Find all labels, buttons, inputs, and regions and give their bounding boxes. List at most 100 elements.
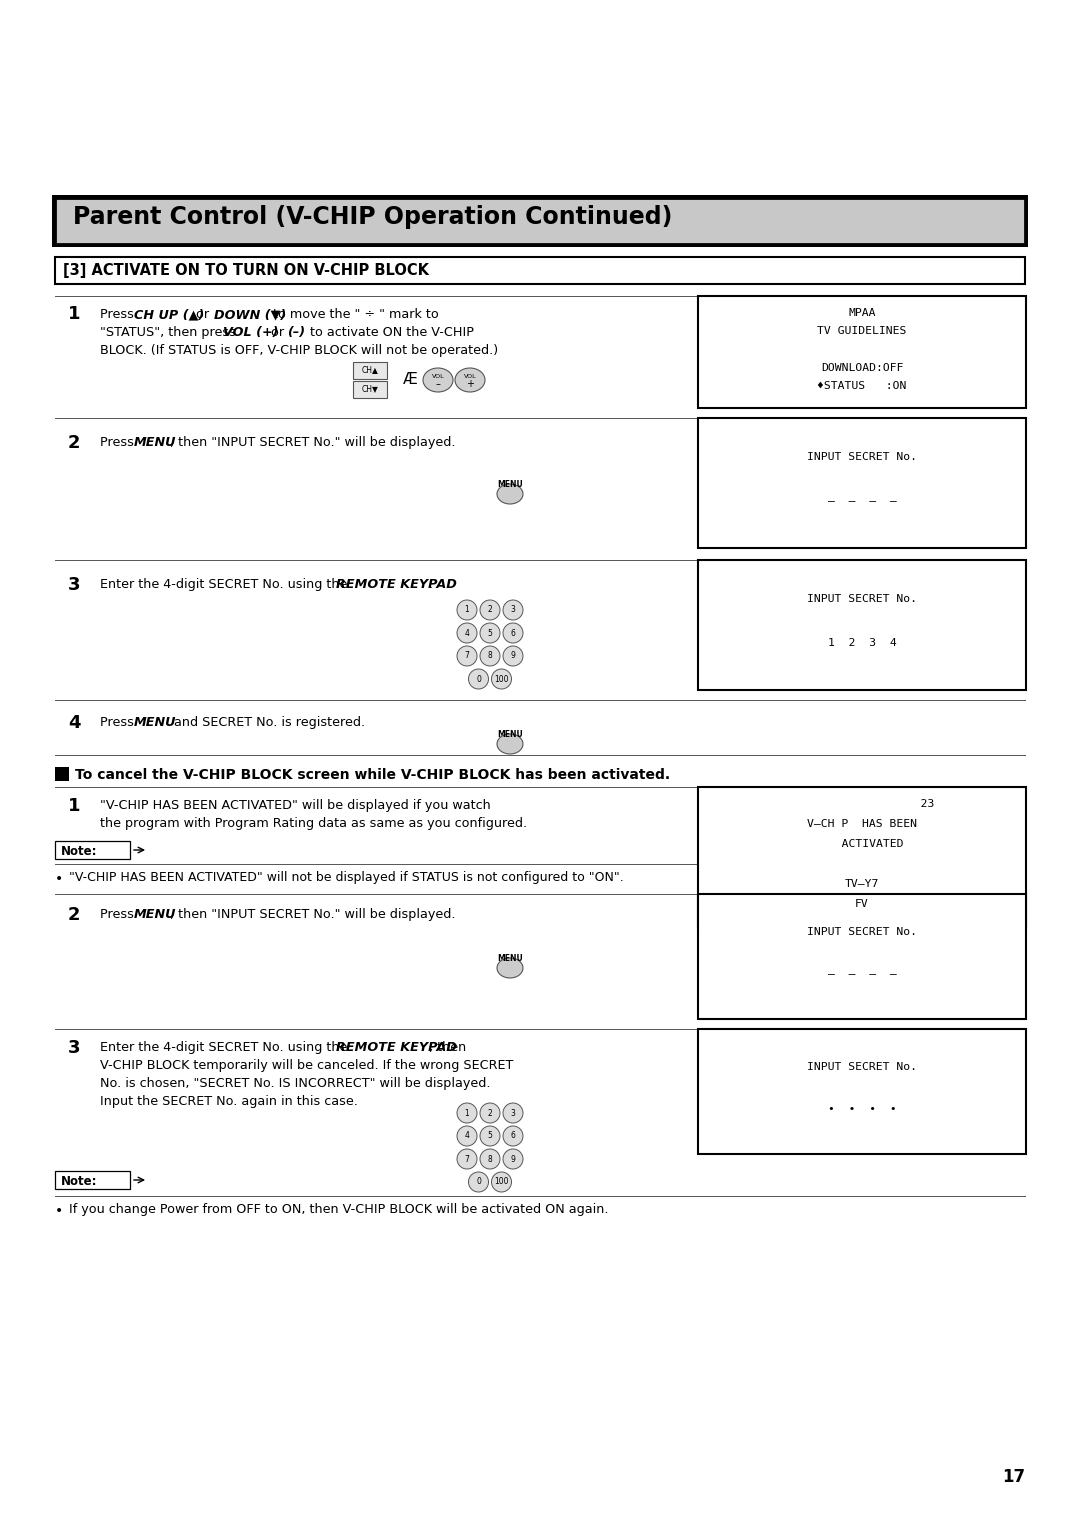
Text: 3: 3	[511, 1108, 515, 1117]
Text: 1: 1	[464, 605, 470, 614]
Text: DOWNLOAD:OFF: DOWNLOAD:OFF	[821, 364, 903, 373]
Text: Press: Press	[100, 908, 138, 921]
Text: VOL: VOL	[463, 373, 476, 379]
Text: Note:: Note:	[60, 1175, 97, 1187]
Circle shape	[480, 1149, 500, 1169]
Text: "V-CHIP HAS BEEN ACTIVATED" will be displayed if you watch: "V-CHIP HAS BEEN ACTIVATED" will be disp…	[100, 799, 490, 811]
Text: 23: 23	[789, 799, 934, 808]
Bar	[55, 767, 69, 781]
Bar	[55, 257, 1025, 284]
Bar	[55, 199, 1025, 244]
Text: Enter the 4-digit SECRET No. using the: Enter the 4-digit SECRET No. using the	[100, 1041, 351, 1054]
Text: 2: 2	[488, 1108, 492, 1117]
Text: and SECRET No. is registered.: and SECRET No. is registered.	[170, 717, 365, 729]
Circle shape	[503, 623, 523, 643]
Text: "V-CHIP HAS BEEN ACTIVATED" will not be displayed if STATUS is not configured to: "V-CHIP HAS BEEN ACTIVATED" will not be …	[69, 871, 624, 885]
Bar	[353, 362, 387, 379]
Ellipse shape	[455, 368, 485, 393]
Text: 8: 8	[488, 1155, 492, 1163]
Text: 6: 6	[511, 628, 515, 637]
Bar	[55, 1170, 130, 1189]
Text: 9: 9	[511, 651, 515, 660]
Text: 100: 100	[495, 1178, 509, 1187]
Bar	[698, 894, 1026, 1019]
Text: Æ: Æ	[403, 373, 418, 388]
Text: Press: Press	[100, 435, 138, 449]
Circle shape	[480, 601, 500, 620]
Text: VOL: VOL	[432, 373, 444, 379]
Text: MENU: MENU	[497, 480, 523, 489]
Text: 7: 7	[464, 1155, 470, 1163]
Bar	[55, 840, 130, 859]
Text: Parent Control (V-CHIP Operation Continued): Parent Control (V-CHIP Operation Continu…	[73, 205, 673, 229]
Text: MENU: MENU	[134, 717, 176, 729]
Bar	[353, 380, 387, 397]
Text: INPUT SECRET No.: INPUT SECRET No.	[807, 594, 917, 604]
Text: ♦STATUS   :ON: ♦STATUS :ON	[818, 382, 907, 391]
Circle shape	[503, 1126, 523, 1146]
Text: 4: 4	[464, 628, 470, 637]
Text: To cancel the V-CHIP BLOCK screen while V-CHIP BLOCK has been activated.: To cancel the V-CHIP BLOCK screen while …	[75, 769, 670, 782]
Text: 7: 7	[464, 651, 470, 660]
Text: CH▼: CH▼	[362, 385, 378, 394]
Text: Press: Press	[100, 717, 138, 729]
Circle shape	[480, 623, 500, 643]
Text: V-CHIP BLOCK temporarily will be canceled. If the wrong SECRET: V-CHIP BLOCK temporarily will be cancele…	[100, 1059, 513, 1073]
Text: Input the SECRET No. again in this case.: Input the SECRET No. again in this case.	[100, 1096, 357, 1108]
Text: MENU: MENU	[134, 908, 176, 921]
Text: CH▲: CH▲	[362, 365, 378, 374]
Text: INPUT SECRET No.: INPUT SECRET No.	[807, 927, 917, 937]
Bar	[698, 559, 1026, 691]
Text: Note:: Note:	[60, 845, 97, 859]
Text: 2: 2	[488, 605, 492, 614]
Text: 0: 0	[476, 1178, 481, 1187]
Text: TV–Y7: TV–Y7	[845, 879, 879, 889]
Text: 3: 3	[511, 605, 515, 614]
Text: 100: 100	[495, 674, 509, 683]
Text: INPUT SECRET No.: INPUT SECRET No.	[807, 452, 917, 461]
Text: FV: FV	[855, 898, 869, 909]
Text: , then "INPUT SECRET No." will be displayed.: , then "INPUT SECRET No." will be displa…	[170, 435, 456, 449]
Text: REMOTE KEYPAD: REMOTE KEYPAD	[336, 578, 457, 591]
Text: or: or	[267, 325, 288, 339]
Text: MENU: MENU	[497, 730, 523, 740]
Text: No. is chosen, "SECRET No. IS INCORRECT" will be displayed.: No. is chosen, "SECRET No. IS INCORRECT"…	[100, 1077, 490, 1089]
Text: MENU: MENU	[134, 435, 176, 449]
Text: or: or	[192, 309, 213, 321]
Circle shape	[491, 669, 512, 689]
Text: 5: 5	[487, 1132, 492, 1140]
Text: MENU: MENU	[497, 953, 523, 963]
Circle shape	[457, 1126, 477, 1146]
Bar	[698, 1028, 1026, 1154]
Text: •  •  •  •: • • • •	[827, 1105, 896, 1114]
Text: VOL (+): VOL (+)	[222, 325, 279, 339]
Text: .: .	[429, 578, 433, 591]
Text: BLOCK. (If STATUS is OFF, V-CHIP BLOCK will not be operated.): BLOCK. (If STATUS is OFF, V-CHIP BLOCK w…	[100, 344, 498, 358]
Bar	[698, 787, 1026, 927]
Text: 3: 3	[68, 576, 81, 594]
Text: If you change Power from OFF to ON, then V-CHIP BLOCK will be activated ON again: If you change Power from OFF to ON, then…	[69, 1203, 608, 1216]
Circle shape	[457, 601, 477, 620]
Text: 0: 0	[476, 674, 481, 683]
Circle shape	[503, 646, 523, 666]
Circle shape	[480, 1103, 500, 1123]
Text: DOWN (▼): DOWN (▼)	[214, 309, 286, 321]
Text: V–CH P  HAS BEEN: V–CH P HAS BEEN	[807, 819, 917, 830]
Text: to activate ON the V-CHIP: to activate ON the V-CHIP	[306, 325, 474, 339]
Text: •: •	[55, 872, 64, 886]
Ellipse shape	[497, 733, 523, 753]
Text: 3: 3	[68, 1039, 81, 1057]
Text: 2: 2	[68, 434, 81, 452]
Circle shape	[457, 646, 477, 666]
Text: –  –  –  –: – – – –	[827, 969, 896, 979]
Text: 1: 1	[464, 1108, 470, 1117]
Text: to move the " ÷ " mark to: to move the " ÷ " mark to	[269, 309, 438, 321]
Text: [3] ACTIVATE ON TO TURN ON V-CHIP BLOCK: [3] ACTIVATE ON TO TURN ON V-CHIP BLOCK	[63, 263, 429, 278]
Text: 1: 1	[68, 798, 81, 814]
Text: 8: 8	[488, 651, 492, 660]
Text: 4: 4	[68, 714, 81, 732]
Text: •: •	[55, 1204, 64, 1218]
Text: 17: 17	[1002, 1468, 1025, 1487]
Bar	[698, 296, 1026, 408]
Ellipse shape	[423, 368, 453, 393]
